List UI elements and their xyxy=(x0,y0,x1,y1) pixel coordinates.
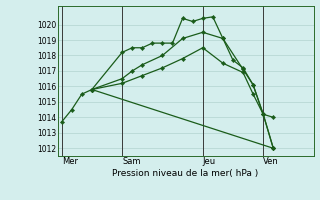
X-axis label: Pression niveau de la mer( hPa ): Pression niveau de la mer( hPa ) xyxy=(112,169,259,178)
